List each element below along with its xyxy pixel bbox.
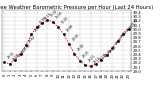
Text: 29.28: 29.28 <box>17 49 26 58</box>
Text: 29.62: 29.62 <box>28 34 37 43</box>
Text: 30.22: 30.22 <box>50 9 59 18</box>
Text: 29.42: 29.42 <box>77 43 85 52</box>
Text: 29.88: 29.88 <box>125 23 134 32</box>
Text: 29.22: 29.22 <box>6 51 15 60</box>
Text: 29.18: 29.18 <box>12 53 21 62</box>
Text: 29.88: 29.88 <box>66 23 75 32</box>
Text: 30.05: 30.05 <box>60 16 69 25</box>
Title: Milwaukee Weather Barometric Pressure per Hour (Last 24 Hours): Milwaukee Weather Barometric Pressure pe… <box>0 5 154 10</box>
Text: 30.18: 30.18 <box>55 11 64 20</box>
Text: 29.65: 29.65 <box>71 33 80 42</box>
Text: 29.28: 29.28 <box>104 49 112 58</box>
Text: 29.88: 29.88 <box>33 23 42 32</box>
Text: 29.72: 29.72 <box>120 30 129 39</box>
Text: 29.55: 29.55 <box>114 37 124 46</box>
Text: 29.18: 29.18 <box>98 53 107 62</box>
Text: 30.05: 30.05 <box>39 16 48 25</box>
Text: 29.12: 29.12 <box>93 55 102 64</box>
Text: 29.42: 29.42 <box>23 43 32 52</box>
Text: 29.38: 29.38 <box>109 44 118 53</box>
Text: 29.15: 29.15 <box>87 54 96 63</box>
Text: 30.15: 30.15 <box>44 12 53 21</box>
Text: 29.25: 29.25 <box>82 50 91 59</box>
Text: 30.02: 30.02 <box>131 17 140 26</box>
